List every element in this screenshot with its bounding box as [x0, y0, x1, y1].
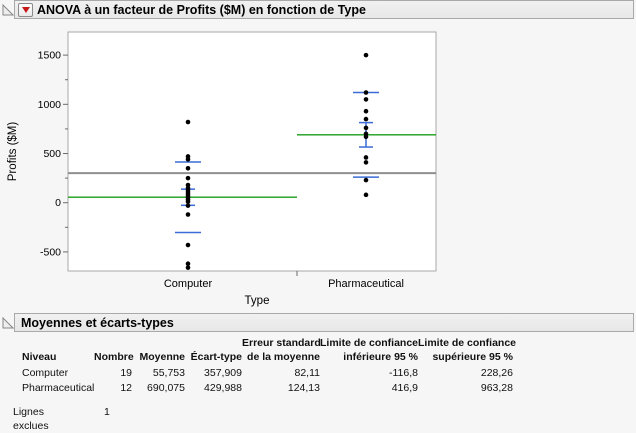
column-header: Limite de confiance supérieure 95 % [418, 337, 517, 363]
plot-frame [67, 31, 437, 272]
data-point[interactable] [185, 199, 191, 205]
anova-outline-title: ANOVA à un facteur de Profits ($M) en fo… [37, 3, 366, 17]
red-triangle-menu-button[interactable] [18, 3, 33, 17]
value-cell: 124,13 [287, 382, 320, 394]
data-point[interactable] [363, 155, 369, 160]
y-tick-label: 0 [55, 197, 61, 209]
data-point[interactable] [363, 90, 369, 95]
value-cell: 19 [120, 367, 132, 379]
y-tick-label: 1500 [38, 50, 62, 62]
data-point[interactable] [185, 212, 191, 217]
value-cell: 429,988 [204, 382, 242, 394]
value-cell: 416,9 [391, 382, 418, 394]
value-cell: 690,075 [147, 382, 185, 394]
value-cell: 963,28 [480, 382, 513, 394]
data-point[interactable] [185, 265, 191, 270]
data-point[interactable] [363, 116, 369, 122]
level-cell: Computer [22, 367, 69, 379]
value-cell: -116,8 [389, 367, 418, 379]
value-cell: 228,26 [480, 367, 513, 379]
data-point[interactable] [363, 52, 369, 58]
data-point[interactable] [363, 97, 369, 102]
data-point[interactable] [363, 134, 369, 140]
level-cell: Pharmaceutical [22, 382, 95, 394]
data-point[interactable] [185, 203, 191, 208]
means-outline-title: Moyennes et écarts-types [21, 316, 174, 330]
data-point[interactable] [185, 157, 191, 162]
x-axis-title: Type [245, 295, 270, 307]
data-point[interactable] [363, 108, 369, 114]
value-cell: 357,909 [204, 367, 242, 379]
disclosure-triangle-icon[interactable] [2, 3, 15, 16]
data-point[interactable] [363, 160, 369, 165]
column-header: Erreur standard de la moyenne [242, 337, 321, 363]
y-tick-label: -500 [40, 246, 61, 258]
excluded-rows-label: Lignes exclues [13, 406, 49, 432]
outline-header-anova[interactable]: ANOVA à un facteur de Profits ($M) en fo… [14, 0, 634, 19]
oneway-anova-plot: -500 0 500 1000 1500 Computer Pharmaceutical Ty… [7, 31, 437, 307]
value-cell: 12 [120, 382, 132, 394]
column-header: Niveau [22, 350, 57, 363]
x-category-label: Pharmaceutical [328, 278, 404, 290]
value-cell: 55,753 [152, 367, 185, 379]
column-header: Écart-type [190, 350, 242, 363]
data-point[interactable] [185, 242, 191, 248]
data-point[interactable] [185, 175, 191, 181]
column-header: Limite de confiance inférieure 95 % [320, 337, 419, 363]
value-cell: 82,11 [294, 367, 321, 379]
disclosure-triangle-icon[interactable] [2, 316, 15, 329]
outline-header-means[interactable]: Moyennes et écarts-types [14, 313, 634, 332]
excluded-rows-value: 1 [104, 406, 110, 418]
data-point[interactable] [363, 125, 369, 131]
means-table: Niveau Nombre Moyenne Écart-type Erreur stan… [22, 337, 517, 396]
column-header: Moyenne [139, 350, 185, 363]
data-point[interactable] [185, 119, 191, 125]
red-triangle-icon [21, 7, 30, 13]
column-header: Nombre [94, 350, 134, 363]
data-point[interactable] [185, 165, 191, 171]
data-point[interactable] [363, 177, 369, 183]
y-tick-label: 1000 [38, 99, 62, 111]
data-point[interactable] [363, 192, 369, 198]
data-point[interactable] [185, 261, 191, 267]
y-axis-title: Profits ($M) [7, 122, 19, 182]
x-category-label: Computer [164, 278, 213, 290]
y-tick-label: 500 [43, 148, 61, 160]
